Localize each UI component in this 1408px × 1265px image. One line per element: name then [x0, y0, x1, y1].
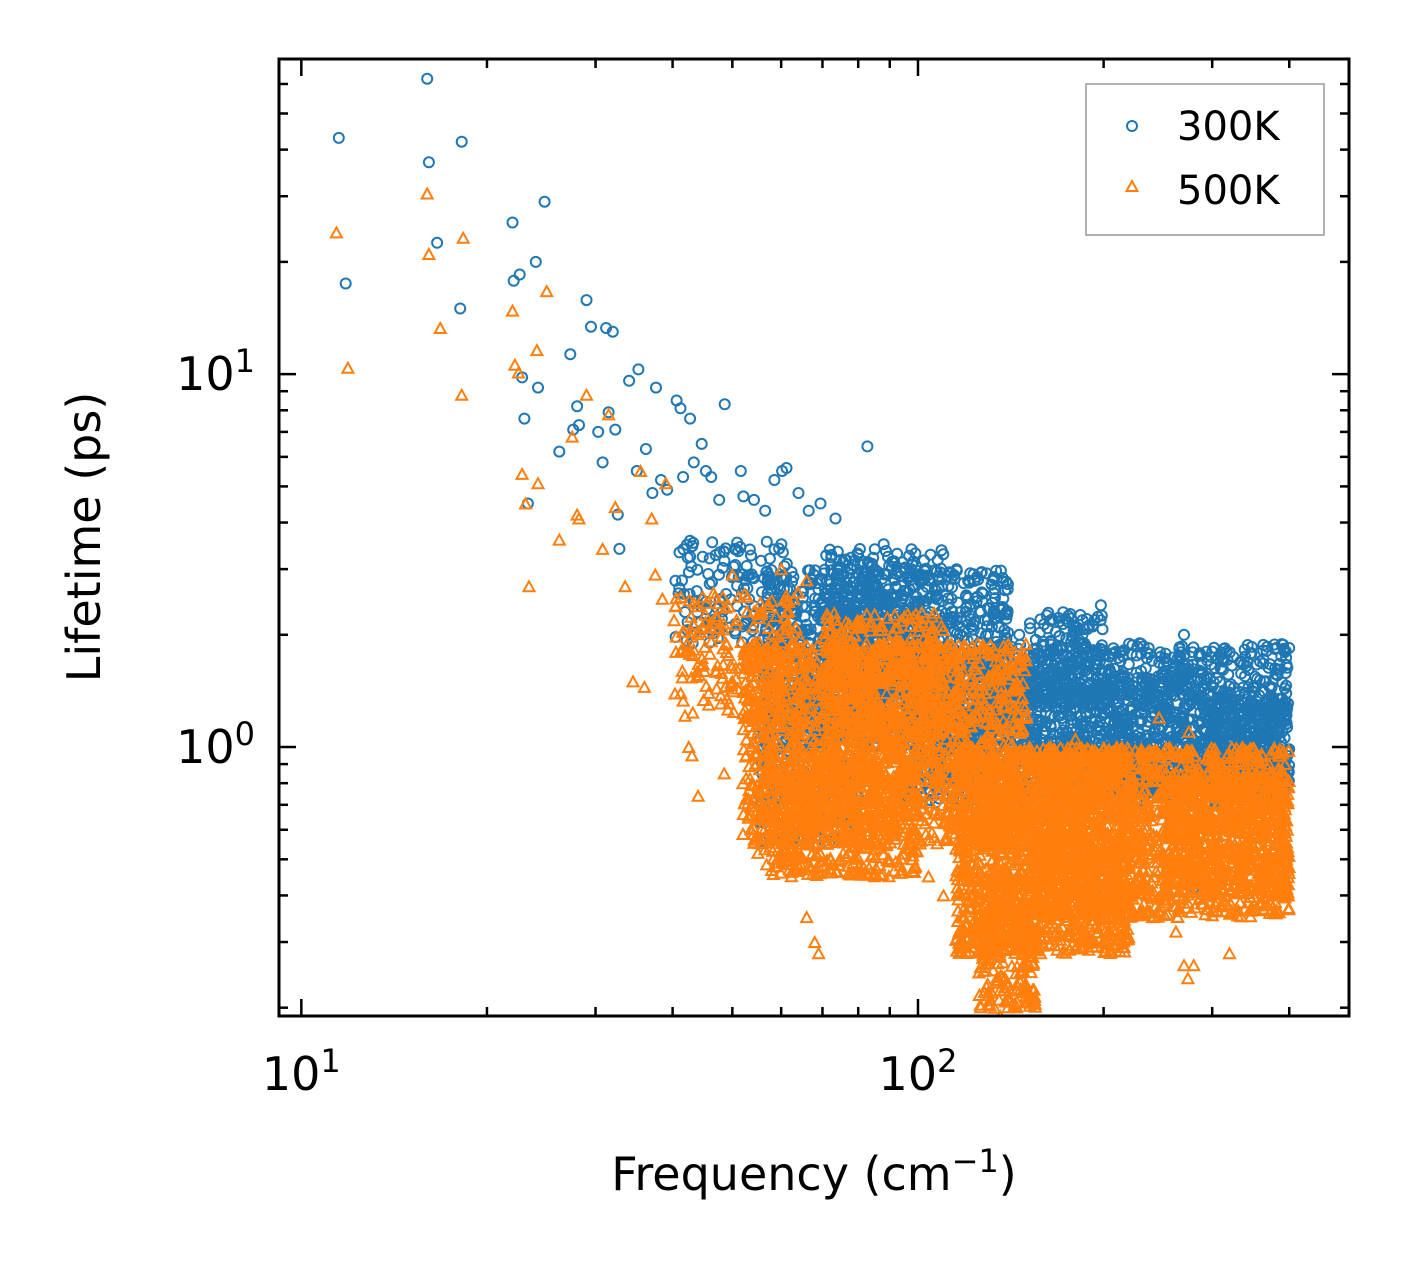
point-300K-1648 — [882, 583, 895, 596]
point-300K-76 — [682, 566, 695, 579]
point-300K-105 — [745, 549, 757, 562]
point-300K-990 — [975, 566, 988, 579]
point-300K-1517 — [855, 566, 868, 579]
point-300K-1582 — [841, 598, 854, 611]
point-300K-849 — [805, 577, 818, 590]
point-300K-1191 — [964, 598, 977, 611]
point-300K-98 — [684, 550, 697, 563]
point-300K-1656 — [851, 547, 864, 560]
point-300K-1649 — [823, 543, 836, 556]
point-300K-1091 — [976, 587, 989, 600]
point-300K-1071 — [972, 573, 985, 586]
point-300K-1423 — [868, 543, 881, 556]
point-300K-123 — [705, 576, 718, 589]
point-300K-937 — [766, 577, 779, 590]
point-300K-1418 — [825, 549, 838, 561]
point-300K-1478 — [840, 553, 853, 566]
point-300K-131 — [775, 538, 788, 551]
point-300K-1506 — [905, 543, 918, 556]
point-300K-1201 — [773, 583, 786, 595]
point-300K-1497 — [854, 579, 867, 592]
point-300K-546 — [775, 570, 788, 583]
point-300K-1210 — [951, 596, 964, 609]
point-300K-1387 — [913, 597, 925, 610]
point-300K-1504 — [903, 549, 916, 562]
point-300K-1203 — [950, 563, 963, 576]
point-300K-1572 — [898, 584, 911, 597]
point-300K-1544 — [888, 555, 900, 568]
point-300K-1150 — [760, 566, 773, 579]
point-300K-81 — [703, 577, 716, 590]
point-300K-89 — [760, 535, 773, 548]
point-300K-1607 — [935, 580, 948, 593]
point-300K-1035 — [758, 572, 771, 585]
point-300K-109 — [703, 552, 716, 565]
point-300K-2543 — [1173, 641, 1186, 654]
point-300K-1601 — [867, 584, 880, 597]
point-300K-125 — [729, 627, 742, 640]
point-300K-1610 — [919, 594, 932, 607]
point-300K-1448 — [842, 567, 855, 579]
point-300K-1514 — [889, 580, 902, 593]
point-300K-1598 — [820, 591, 833, 604]
point-300K-1501 — [925, 591, 938, 604]
point-300K-1652 — [919, 562, 932, 575]
point-300K-1651 — [878, 602, 891, 615]
point-300K-1592 — [866, 580, 879, 593]
point-300K-1644 — [866, 557, 878, 570]
point-300K-1584 — [903, 583, 916, 596]
point-300K-1611 — [931, 554, 944, 567]
point-300K-1635 — [832, 573, 845, 586]
point-300K-128 — [696, 550, 709, 563]
point-300K-1578 — [931, 593, 944, 606]
point-300K-1659 — [843, 606, 856, 619]
point-300K-1169 — [798, 610, 811, 623]
point-300K-1655 — [847, 576, 860, 589]
point-300K-869 — [803, 564, 816, 577]
point-300K-113 — [718, 545, 730, 558]
point-300K-1196 — [761, 587, 774, 600]
point-300K-594 — [994, 564, 1007, 577]
point-300K-1558 — [849, 605, 862, 617]
point-300K-1167 — [989, 592, 1001, 605]
point-300K-1136 — [997, 575, 1010, 588]
point-300K-1640 — [888, 592, 900, 605]
point-300K-45 — [706, 536, 719, 549]
point-300K-86 — [687, 536, 700, 549]
point-300K-132 — [740, 560, 753, 572]
point-300K-94 — [734, 541, 747, 553]
point-300K-1480 — [825, 564, 838, 577]
point-300K-1313 — [879, 545, 892, 557]
point-300K-1162 — [995, 602, 1008, 615]
point-300K-127 — [736, 620, 749, 633]
point-300K-1609 — [879, 568, 892, 581]
point-300K-1491 — [818, 563, 831, 576]
point-300K-1374 — [856, 602, 869, 615]
point-300K-1174 — [948, 624, 961, 637]
point-300K-108 — [763, 552, 776, 565]
point-300K-1529 — [896, 556, 909, 569]
point-300K-1036 — [980, 567, 993, 580]
point-300K-20 — [676, 574, 688, 587]
point-300K-908 — [981, 614, 994, 627]
point-300K-139 — [673, 546, 686, 559]
scatter-points — [329, 72, 1297, 1016]
point-300K-55 — [716, 561, 729, 574]
